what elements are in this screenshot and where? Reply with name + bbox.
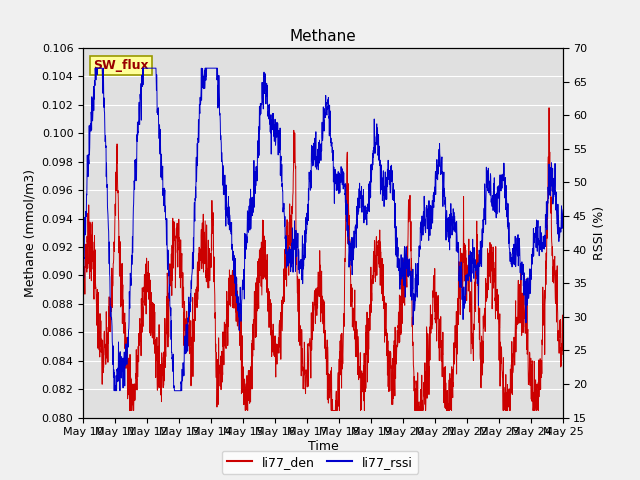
li77_den bbox=[126, 408, 134, 413]
Text: SW_flux: SW_flux bbox=[93, 59, 148, 72]
li77_rssi bbox=[458, 266, 465, 272]
Y-axis label: Methane (mmol/m3): Methane (mmol/m3) bbox=[23, 169, 36, 297]
Y-axis label: RSSI (%): RSSI (%) bbox=[593, 206, 605, 260]
li77_rssi bbox=[301, 256, 308, 262]
li77_rssi bbox=[559, 206, 567, 212]
Title: Methane: Methane bbox=[290, 29, 356, 44]
Line: li77_den: li77_den bbox=[83, 108, 563, 410]
Legend: li77_den, li77_rssi: li77_den, li77_rssi bbox=[222, 451, 418, 474]
li77_rssi bbox=[92, 65, 99, 71]
li77_den bbox=[313, 312, 321, 318]
Line: li77_rssi: li77_rssi bbox=[83, 68, 563, 391]
X-axis label: Time: Time bbox=[308, 440, 339, 453]
li77_den bbox=[458, 278, 465, 284]
li77_rssi bbox=[79, 283, 87, 288]
li77_rssi bbox=[546, 180, 554, 185]
li77_den bbox=[546, 167, 554, 173]
li77_den bbox=[559, 351, 567, 357]
li77_den bbox=[300, 357, 308, 363]
li77_rssi bbox=[110, 388, 118, 394]
li77_rssi bbox=[313, 154, 321, 159]
li77_den bbox=[79, 253, 87, 259]
li77_rssi bbox=[546, 174, 554, 180]
li77_den bbox=[546, 149, 554, 155]
li77_den bbox=[104, 330, 111, 336]
li77_den bbox=[545, 105, 553, 111]
li77_rssi bbox=[104, 212, 112, 217]
